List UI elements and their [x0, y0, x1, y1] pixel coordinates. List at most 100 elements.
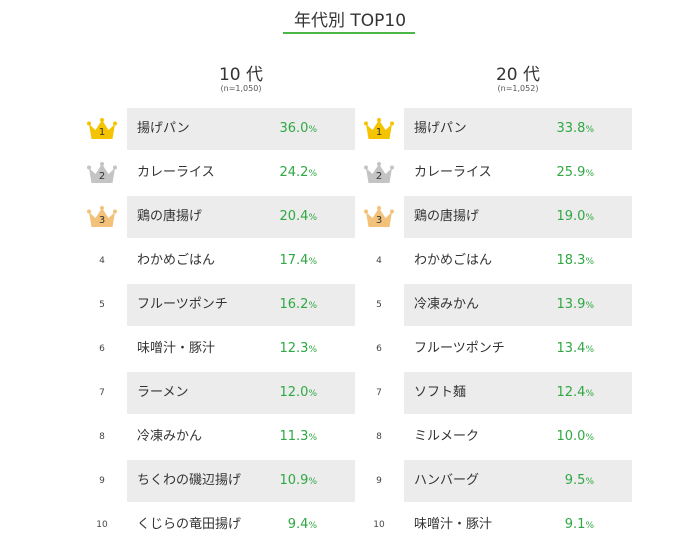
- percentage-number: 24.2: [279, 165, 309, 180]
- rank-cell: 10: [362, 504, 396, 546]
- percentage-number: 18.3: [556, 253, 586, 268]
- column-20s: 20 代 (n=1,052) 1 揚げパン 33.8% 2 カレーライス 25.9% 3 鶏の…: [362, 0, 632, 551]
- menu-item-label: 揚げパン: [137, 121, 190, 136]
- percentage-number: 13.4: [556, 341, 586, 356]
- percent-unit: %: [308, 125, 317, 135]
- menu-item-label: 鶏の唐揚げ: [137, 209, 203, 224]
- percentage-number: 36.0: [279, 121, 309, 136]
- crown-icon: 1: [363, 118, 395, 140]
- rank-cell: 8: [362, 416, 396, 458]
- rank-cell: 9: [362, 460, 396, 502]
- percent-unit: %: [585, 477, 594, 487]
- percent-unit: %: [308, 301, 317, 311]
- rank-cell: 8: [85, 416, 119, 458]
- rank-cell: 1: [362, 108, 396, 150]
- rank-cell: 2: [85, 152, 119, 194]
- percentage-value: 10.9%: [279, 460, 317, 502]
- table-row: 4 わかめごはん 17.4%: [85, 240, 355, 282]
- percent-unit: %: [585, 169, 594, 179]
- rank-number: 2: [98, 171, 106, 182]
- percentage-number: 12.4: [556, 385, 586, 400]
- crown-icon: 1: [86, 118, 118, 140]
- rank-cell: 4: [85, 240, 119, 282]
- percentage-value: 13.9%: [556, 284, 594, 326]
- menu-item-label: ソフト麺: [414, 385, 467, 400]
- percentage-number: 20.4: [279, 209, 309, 224]
- table-row: 5 冷凍みかん 13.9%: [362, 284, 632, 326]
- menu-item-label: 冷凍みかん: [414, 297, 480, 312]
- percentage-value: 19.0%: [556, 196, 594, 238]
- crown-icon: 2: [86, 162, 118, 184]
- table-row: 8 冷凍みかん 11.3%: [85, 416, 355, 458]
- table-row: 5 フルーツポンチ 16.2%: [85, 284, 355, 326]
- column-10s: 10 代 (n=1,050) 1 揚げパン 36.0% 2 カレーライス 24.2% 3 鶏の…: [85, 0, 355, 551]
- title-underline: [283, 32, 415, 34]
- rank-cell: 9: [85, 460, 119, 502]
- table-row: 6 フルーツポンチ 13.4%: [362, 328, 632, 370]
- table-row: 7 ラーメン 12.0%: [85, 372, 355, 414]
- percent-unit: %: [585, 345, 594, 355]
- percentage-number: 19.0: [556, 209, 586, 224]
- menu-item-label: ちくわの磯辺揚げ: [137, 473, 242, 488]
- rank-cell: 2: [362, 152, 396, 194]
- table-row: 6 味噌汁・豚汁 12.3%: [85, 328, 355, 370]
- percent-unit: %: [308, 433, 317, 443]
- rank-number: 5: [376, 300, 382, 310]
- rank-number: 6: [376, 344, 382, 354]
- rank-number: 10: [96, 520, 108, 530]
- table-row: 1 揚げパン 36.0%: [85, 108, 355, 150]
- percentage-number: 9.1: [564, 517, 586, 532]
- menu-item-label: カレーライス: [414, 165, 492, 180]
- percentage-number: 9.5: [564, 473, 586, 488]
- rank-cell: 6: [362, 328, 396, 370]
- rank-number: 4: [99, 256, 105, 266]
- column-header: 20 代: [495, 65, 541, 85]
- table-row: 3 鶏の唐揚げ 19.0%: [362, 196, 632, 238]
- percentage-number: 10.9: [279, 473, 309, 488]
- percent-unit: %: [585, 433, 594, 443]
- menu-item-label: くじらの竜田揚げ: [137, 517, 242, 532]
- rank-cell: 5: [85, 284, 119, 326]
- table-row: 2 カレーライス 24.2%: [85, 152, 355, 194]
- rank-cell: 4: [362, 240, 396, 282]
- percentage-value: 20.4%: [279, 196, 317, 238]
- percentage-number: 16.2: [279, 297, 309, 312]
- sample-size: (n=1,052): [497, 84, 539, 93]
- table-row: 7 ソフト麺 12.4%: [362, 372, 632, 414]
- table-row: 9 ハンバーグ 9.5%: [362, 460, 632, 502]
- percent-unit: %: [308, 389, 317, 399]
- chart-title: 年代別 TOP10: [293, 11, 407, 31]
- crown-icon: 3: [363, 206, 395, 228]
- rank-cell: 7: [362, 372, 396, 414]
- percentage-value: 18.3%: [556, 240, 594, 282]
- percentage-value: 33.8%: [556, 108, 594, 150]
- percent-unit: %: [585, 125, 594, 135]
- rank-number: 4: [376, 256, 382, 266]
- table-row: 1 揚げパン 33.8%: [362, 108, 632, 150]
- rank-number: 7: [376, 388, 382, 398]
- percent-unit: %: [585, 521, 594, 531]
- menu-item-label: フルーツポンチ: [414, 341, 505, 356]
- table-row: 9 ちくわの磯辺揚げ 10.9%: [85, 460, 355, 502]
- rank-number: 1: [98, 127, 106, 138]
- rank-cell: 7: [85, 372, 119, 414]
- percent-unit: %: [308, 477, 317, 487]
- percentage-number: 12.0: [279, 385, 309, 400]
- percentage-value: 9.5%: [565, 460, 594, 502]
- row-background: [404, 284, 632, 326]
- percentage-value: 9.1%: [565, 504, 594, 546]
- percentage-value: 17.4%: [279, 240, 317, 282]
- row-background: [127, 460, 355, 502]
- percentage-number: 33.8: [556, 121, 586, 136]
- rank-number: 1: [375, 127, 383, 138]
- percentage-number: 17.4: [279, 253, 309, 268]
- percentage-value: 12.4%: [556, 372, 594, 414]
- percent-unit: %: [585, 257, 594, 267]
- rank-number: 6: [99, 344, 105, 354]
- percentage-value: 12.0%: [279, 372, 317, 414]
- menu-item-label: 味噌汁・豚汁: [137, 341, 216, 356]
- menu-item-label: わかめごはん: [137, 253, 216, 268]
- menu-item-label: 鶏の唐揚げ: [414, 209, 480, 224]
- rank-number: 3: [98, 215, 106, 226]
- percent-unit: %: [308, 169, 317, 179]
